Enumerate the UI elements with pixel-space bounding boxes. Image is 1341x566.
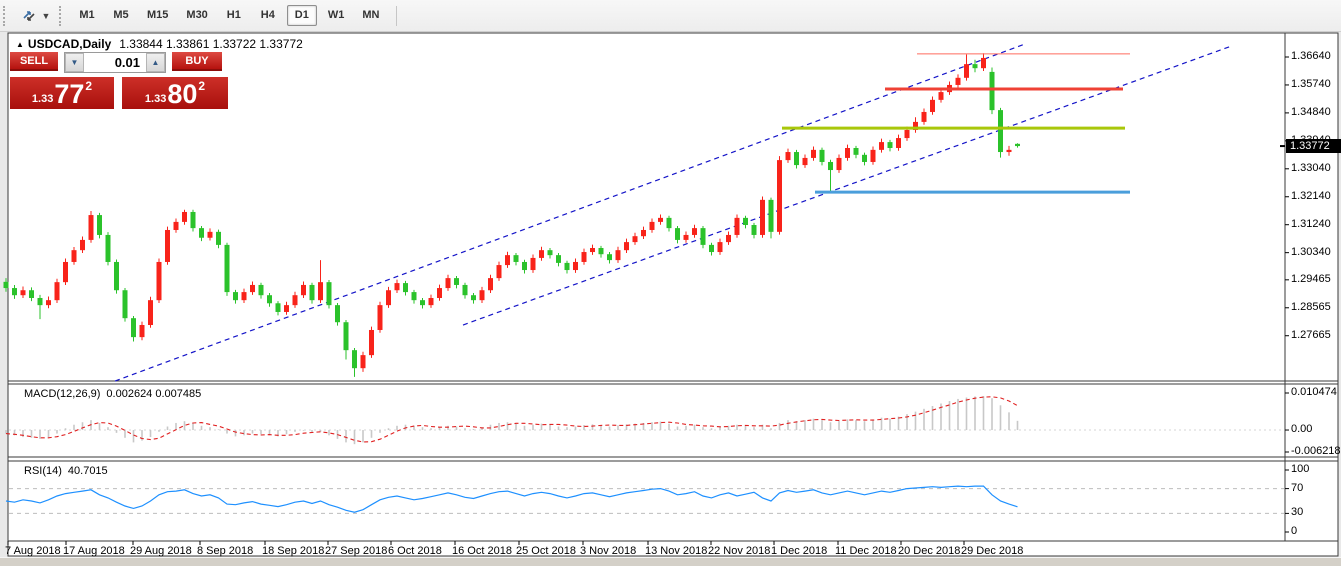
price-axis-label: 1.30340 [1291, 245, 1331, 258]
symbol-period-label: USDCAD,Daily [27, 37, 112, 51]
sell-button[interactable]: SELL [10, 52, 58, 71]
timeframe-button-H4[interactable]: H4 [260, 9, 275, 21]
macd-signal-line [5, 396, 1018, 443]
rsi-indicator-label: RSI(14) 40.7015 [24, 465, 108, 477]
collapse-triangle-icon[interactable]: ▲ [16, 40, 24, 49]
date-axis-label: 20 Dec 2018 [898, 545, 961, 557]
timeframe-button-M1[interactable]: M1 [79, 9, 95, 21]
timeframe-button-D1[interactable]: D1 [286, 5, 317, 26]
price-axis-label: 1.35740 [1291, 77, 1331, 90]
sell-price-display[interactable]: 1.33 77 2 [10, 77, 114, 109]
date-axis-label: 3 Nov 2018 [580, 545, 637, 557]
timeframe-button-W1[interactable]: W1 [327, 9, 345, 21]
buy-price-big: 80 [167, 79, 198, 109]
rsi-axis-label: 100 [1291, 463, 1310, 475]
date-axis-label: 18 Sep 2018 [262, 545, 325, 557]
macd-name: MACD(12,26,9) [24, 388, 101, 400]
date-axis-label: 11 Dec 2018 [835, 545, 897, 557]
price-axis-label: 1.32140 [1291, 189, 1331, 202]
date-axis-label: 22 Nov 2018 [708, 545, 771, 557]
timeframe-button-MN[interactable]: MN [362, 9, 380, 21]
price-axis-label: 1.36640 [1291, 50, 1331, 62]
price-axis-label: 1.29465 [1291, 272, 1331, 285]
buy-price-sup: 2 [198, 79, 206, 93]
sell-price-sup: 2 [85, 79, 93, 93]
timeframe-button-M30[interactable]: M30 [186, 9, 208, 21]
timeframe-button-M15[interactable]: M15 [147, 9, 169, 21]
date-axis-label: 1 Dec 2018 [771, 545, 828, 557]
volume-input[interactable]: 0.01 [84, 53, 146, 72]
axis-ticks [7, 56, 1289, 545]
macd-histogram [5, 396, 1019, 445]
volume-increase-button[interactable]: ▲ [146, 53, 165, 72]
toolbar-separator [396, 5, 398, 26]
date-axis-label: 16 Oct 2018 [452, 545, 512, 557]
date-axis-label: 8 Sep 2018 [197, 545, 254, 557]
date-axis-label: 6 Oct 2018 [388, 545, 442, 557]
toolbar-grip[interactable] [59, 5, 64, 26]
horizontal-level-lines[interactable] [782, 53, 1130, 194]
date-axis-label: 13 Nov 2018 [645, 545, 708, 557]
timeframe-button-H1[interactable]: H1 [226, 9, 241, 21]
date-axis-label: 25 Oct 2018 [516, 545, 576, 557]
rsi-value: 40.7015 [67, 465, 108, 477]
current-price-tag: 1.33772 [1286, 139, 1341, 154]
one-click-trading-panel: SELL ▼ 0.01 ▲ BUY 1.33 77 2 1.33 80 2 [10, 52, 230, 109]
price-axis-label: 1.33040 [1291, 161, 1331, 174]
volume-decrease-button[interactable]: ▼ [65, 53, 84, 72]
sell-price-small: 1.33 [31, 93, 54, 105]
sell-price-big: 77 [54, 79, 85, 109]
volume-stepper: ▼ 0.01 ▲ [64, 52, 166, 73]
rsi-axis-label: 70 [1291, 481, 1304, 494]
rsi-line [5, 485, 1018, 513]
date-axis-label: 7 Aug 2018 [5, 545, 61, 557]
dropdown-caret-icon[interactable]: ▼ [41, 10, 51, 21]
date-axis-label: 17 Aug 2018 [63, 545, 125, 557]
macd-axis-label: 0.00 [1291, 423, 1313, 436]
price-axis-label: 1.27665 [1291, 328, 1331, 341]
timeframes-toolbar: ▼ M1 M5 M15 M30 H1 H4 D1 W1 MN [0, 0, 1341, 32]
rsi-axis-label: 0 [1291, 525, 1298, 537]
date-axis-label: 29 Aug 2018 [130, 545, 192, 557]
rsi-name: RSI(14) [24, 465, 62, 477]
buy-button[interactable]: BUY [172, 52, 222, 71]
chart-shift-icon[interactable] [20, 7, 38, 25]
ohlc-values: 1.33844 1.33861 1.33722 1.33772 [119, 37, 303, 51]
macd-values: 0.002624 0.007485 [106, 388, 202, 400]
macd-axis-label: 0.010474 [1291, 386, 1337, 398]
chart-title: ▲ USDCAD,Daily 1.33844 1.33861 1.33722 1.3… [16, 37, 303, 51]
timeframe-button-M5[interactable]: M5 [113, 9, 129, 21]
rsi-axis-label: 30 [1291, 506, 1304, 519]
trend-channel-lines[interactable] [114, 43, 1233, 382]
timeframe-buttons: M1 M5 M15 M30 H1 H4 D1 W1 MN [70, 5, 388, 26]
date-axis-label: 27 Sep 2018 [325, 545, 388, 557]
date-axis-label: 29 Dec 2018 [961, 545, 1024, 557]
window-bottom-edge [0, 557, 1341, 566]
toolbar-grip[interactable] [3, 5, 8, 26]
price-axis-label: 1.34840 [1291, 105, 1331, 118]
macd-axis-label: -0.006218 [1291, 445, 1341, 457]
macd-indicator-label: MACD(12,26,9) 0.002624 0.007485 [24, 388, 201, 400]
buy-price-display[interactable]: 1.33 80 2 [122, 77, 228, 109]
buy-price-small: 1.33 [144, 93, 167, 105]
price-axis-label: 1.28565 [1291, 300, 1331, 313]
price-axis-label: 1.31240 [1291, 217, 1331, 230]
